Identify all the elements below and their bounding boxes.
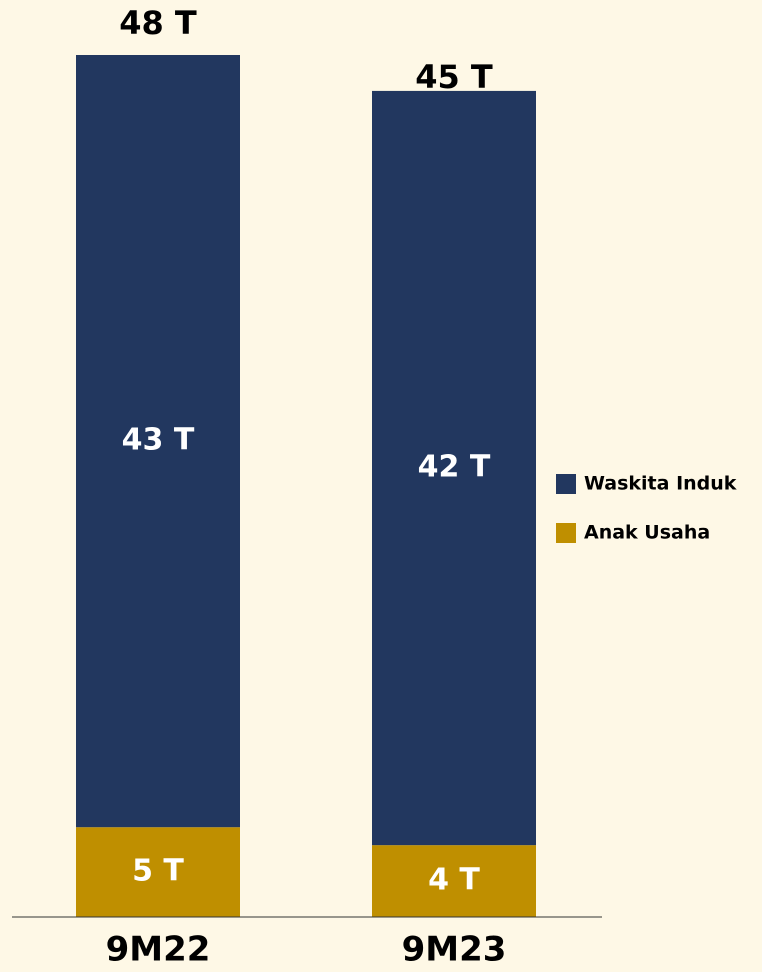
total-label: 48 T [119, 4, 197, 42]
total-label: 45 T [415, 58, 493, 96]
bar-segment [372, 90, 536, 846]
legend-label: Waskita Induk [584, 473, 737, 495]
value-label: 4 T [428, 863, 480, 898]
value-label: 5 T [132, 854, 184, 889]
x-tick-label: 9M23 [402, 930, 507, 970]
x-tick-label: 9M22 [106, 930, 211, 970]
value-label: 42 T [418, 450, 491, 485]
value-label: 43 T [122, 423, 195, 458]
bar-segment [76, 55, 240, 828]
bar-segment [372, 845, 536, 917]
legend-swatch [556, 474, 576, 494]
bar-segment [76, 827, 240, 917]
legend-label: Anak Usaha [584, 522, 710, 544]
legend-swatch [556, 523, 576, 543]
